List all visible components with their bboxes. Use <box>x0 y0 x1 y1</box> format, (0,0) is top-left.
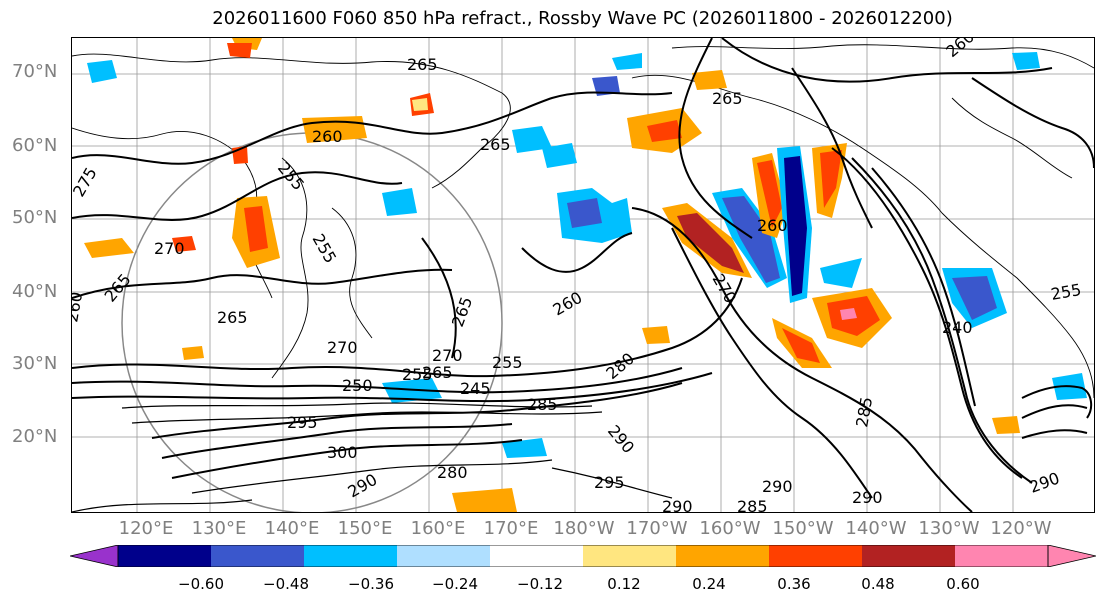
colorbar-tick: 0.60 <box>946 575 980 593</box>
map-canvas: 265 260 255 265 270 265 255 260 265 265 … <box>72 38 1094 512</box>
colorbar-tick: −0.60 <box>178 575 224 593</box>
contour-label: 285 <box>527 395 558 414</box>
contour-label: 270 <box>432 346 463 365</box>
colorbar <box>70 545 1096 567</box>
colorbar-segment <box>490 545 584 567</box>
contour-label: 270 <box>327 338 358 357</box>
colorbar-segment <box>211 545 305 567</box>
lon-label-160e: 160°E <box>410 518 466 539</box>
contour-label: 255 <box>402 365 433 384</box>
colorbar-segments <box>70 545 1096 567</box>
lon-label-120e: 120°E <box>118 518 174 539</box>
colorbar-extend-left <box>70 545 119 567</box>
contour-label: 265 <box>712 89 743 108</box>
lon-label-180w: 180°W <box>553 518 615 539</box>
contour-label: 290 <box>345 470 381 502</box>
shaded-anomalies <box>84 38 1087 512</box>
map-panel: 265 260 255 265 270 265 255 260 265 265 … <box>71 37 1095 513</box>
contour-label: 255 <box>492 353 523 372</box>
contour-lines-thin <box>72 402 673 512</box>
contour-label: 280 <box>437 463 468 482</box>
lon-label-130e: 130°E <box>191 518 247 539</box>
contour-label: 260 <box>757 216 788 235</box>
colorbar-segment <box>676 545 770 567</box>
contour-label: 240 <box>942 318 973 337</box>
contour-label: 260 <box>312 127 343 146</box>
colorbar-tick: 0.36 <box>777 575 811 593</box>
lat-label-30n: 30°N <box>12 353 58 374</box>
colorbar-border <box>117 545 1049 567</box>
contour-label: 285 <box>737 497 768 512</box>
colorbar-tick: −0.12 <box>517 575 563 593</box>
contour-label: 290 <box>1027 468 1062 496</box>
contour-label: 290 <box>662 497 693 512</box>
colorbar-tick: 0.24 <box>692 575 726 593</box>
lat-label-50n: 50°N <box>12 207 58 228</box>
lon-label-170e: 170°E <box>483 518 539 539</box>
contour-label: 245 <box>460 379 491 398</box>
contour-label: 280 <box>602 349 638 383</box>
lon-label-160w: 160°W <box>699 518 761 539</box>
contour-label: 290 <box>852 488 883 507</box>
contour-label: 255 <box>274 158 308 194</box>
contour-label: 295 <box>594 473 625 492</box>
contour-label: 255 <box>309 231 341 267</box>
lon-label-150w: 150°W <box>772 518 834 539</box>
contour-label: 275 <box>72 164 101 200</box>
map-title: 2026011600 F060 850 hPa refract., Rossby… <box>212 8 953 29</box>
contour-label: 270 <box>709 271 741 307</box>
lon-label-150e: 150°E <box>337 518 393 539</box>
colorbar-segment <box>583 545 677 567</box>
lon-label-130w: 130°W <box>918 518 980 539</box>
colorbar-segment <box>862 545 956 567</box>
colorbar-tick: 0.48 <box>861 575 895 593</box>
contour-label: 270 <box>154 239 185 258</box>
contour-label: 250 <box>342 376 373 395</box>
contour-label: 290 <box>604 421 638 457</box>
lat-label-60n: 60°N <box>12 135 58 156</box>
lat-label-70n: 70°N <box>12 61 58 82</box>
colorbar-tick: 0.12 <box>607 575 641 593</box>
contour-label: 295 <box>287 413 318 432</box>
contour-label: 265 <box>407 55 438 74</box>
contour-label: 265 <box>101 270 135 306</box>
colorbar-tick: −0.36 <box>348 575 394 593</box>
contour-label: 255 <box>1049 280 1082 304</box>
contour-label: 265 <box>480 135 511 154</box>
lat-label-20n: 20°N <box>12 426 58 447</box>
colorbar-extend-right <box>1047 545 1096 567</box>
colorbar-tick: −0.48 <box>263 575 309 593</box>
colorbar-segment <box>397 545 491 567</box>
colorbar-segment <box>304 545 398 567</box>
contour-label: 300 <box>327 443 358 462</box>
colorbar-tick: −0.24 <box>432 575 478 593</box>
lon-label-140e: 140°E <box>264 518 320 539</box>
contour-label: 265 <box>217 308 248 327</box>
colorbar-segment <box>118 545 212 567</box>
contour-lines <box>72 38 1094 512</box>
contour-label: 265 <box>422 363 453 382</box>
contour-label: 260 <box>72 290 86 323</box>
lon-label-120w: 120°W <box>990 518 1052 539</box>
lat-label-40n: 40°N <box>12 281 58 302</box>
contour-label: 260 <box>550 288 586 320</box>
lon-label-140w: 140°W <box>845 518 907 539</box>
colorbar-segment <box>769 545 863 567</box>
contour-label: 285 <box>852 395 876 428</box>
contour-label: 290 <box>762 477 793 496</box>
lon-label-170w: 170°W <box>626 518 688 539</box>
colorbar-segment <box>955 545 1049 567</box>
